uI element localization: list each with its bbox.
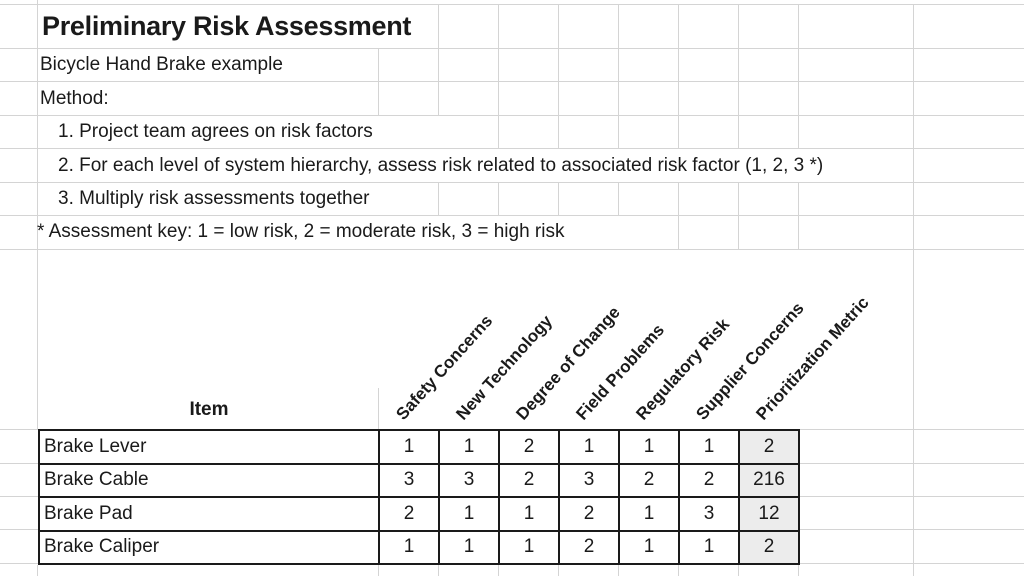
value-cell[interactable]: 3 bbox=[560, 464, 618, 496]
gridline-v bbox=[378, 565, 379, 576]
item-column-header[interactable]: Item bbox=[189, 399, 229, 420]
gridline-h bbox=[0, 115, 1024, 116]
value-cell[interactable]: 1 bbox=[680, 431, 738, 463]
assessment-key: * Assessment key: 1 = low risk, 2 = mode… bbox=[37, 221, 565, 242]
item-cell[interactable]: Brake Lever bbox=[40, 431, 378, 463]
value-cell[interactable]: 3 bbox=[380, 464, 438, 496]
gridline-h bbox=[0, 182, 1024, 183]
gridline-h bbox=[0, 81, 1024, 82]
item-cell[interactable]: Brake Cable bbox=[40, 464, 378, 496]
gridline-h bbox=[0, 215, 1024, 216]
value-cell[interactable]: 1 bbox=[620, 531, 678, 563]
metric-cell[interactable]: 2 bbox=[740, 431, 798, 463]
gridline-v bbox=[678, 182, 679, 249]
value-cell[interactable]: 2 bbox=[380, 498, 438, 530]
value-cell[interactable]: 2 bbox=[560, 498, 618, 530]
value-cell[interactable]: 2 bbox=[560, 531, 618, 563]
gridline-v bbox=[438, 565, 439, 576]
gridline-h bbox=[0, 48, 1024, 49]
gridline-v bbox=[738, 4, 739, 148]
value-cell[interactable]: 2 bbox=[500, 431, 558, 463]
value-cell[interactable]: 1 bbox=[620, 498, 678, 530]
gridline-v bbox=[798, 4, 799, 148]
value-cell[interactable]: 1 bbox=[440, 431, 498, 463]
gridline-v bbox=[618, 565, 619, 576]
gridline-v bbox=[618, 182, 619, 215]
gridline-h bbox=[0, 148, 1024, 149]
value-cell[interactable]: 1 bbox=[380, 431, 438, 463]
value-cell[interactable]: 3 bbox=[440, 464, 498, 496]
value-cell[interactable]: 1 bbox=[440, 498, 498, 530]
gridline-v bbox=[498, 4, 499, 148]
value-cell[interactable]: 2 bbox=[620, 464, 678, 496]
value-cell[interactable]: 1 bbox=[500, 531, 558, 563]
sheet-subtitle: Bicycle Hand Brake example bbox=[40, 54, 283, 75]
gridline-v bbox=[678, 4, 679, 148]
gridline-v bbox=[37, 0, 38, 429]
method-step-3: 3. Multiply risk assessments together bbox=[58, 188, 370, 209]
value-cell[interactable]: 1 bbox=[500, 498, 558, 530]
gridline-h bbox=[0, 249, 1024, 250]
value-cell[interactable]: 2 bbox=[500, 464, 558, 496]
gridline-v bbox=[738, 565, 739, 576]
value-cell[interactable]: 1 bbox=[560, 431, 618, 463]
value-cell[interactable]: 2 bbox=[680, 464, 738, 496]
gridline-v bbox=[913, 4, 914, 576]
value-cell[interactable]: 1 bbox=[380, 531, 438, 563]
method-step-1: 1. Project team agrees on risk factors bbox=[58, 121, 373, 142]
gridline-v bbox=[798, 182, 799, 249]
gridline-v bbox=[498, 565, 499, 576]
gridline-v bbox=[558, 4, 559, 148]
gridline-v bbox=[618, 4, 619, 148]
gridline-h bbox=[0, 4, 1024, 5]
metric-cell[interactable]: 2 bbox=[740, 531, 798, 563]
gridline-v bbox=[37, 565, 38, 576]
gridline-v bbox=[738, 182, 739, 249]
column-header-degree-of-change[interactable]: Degree of Change bbox=[512, 302, 624, 424]
item-cell[interactable]: Brake Caliper bbox=[40, 531, 378, 563]
value-cell[interactable]: 3 bbox=[680, 498, 738, 530]
gridline-v bbox=[438, 4, 439, 115]
gridline-v bbox=[558, 182, 559, 215]
gridline-v bbox=[438, 182, 439, 215]
risk-table: Brake Lever 1 1 2 1 1 1 2 Brake Cable 3 … bbox=[38, 429, 800, 565]
item-cell[interactable]: Brake Pad bbox=[40, 498, 378, 530]
column-header-supplier-concerns[interactable]: Supplier Concerns bbox=[692, 298, 808, 424]
gridline-v bbox=[378, 388, 379, 429]
metric-cell[interactable]: 216 bbox=[740, 464, 798, 496]
gridline-v bbox=[498, 182, 499, 215]
method-step-2: 2. For each level of system hierarchy, a… bbox=[58, 155, 824, 176]
metric-cell[interactable]: 12 bbox=[740, 498, 798, 530]
method-label: Method: bbox=[40, 88, 109, 109]
gridline-v bbox=[678, 565, 679, 576]
value-cell[interactable]: 1 bbox=[440, 531, 498, 563]
gridline-v bbox=[558, 565, 559, 576]
gridline-v bbox=[798, 565, 799, 576]
column-header-prioritization-metric[interactable]: Prioritization Metric bbox=[752, 293, 873, 424]
sheet-title: Preliminary Risk Assessment bbox=[42, 11, 412, 41]
value-cell[interactable]: 1 bbox=[680, 531, 738, 563]
value-cell[interactable]: 1 bbox=[620, 431, 678, 463]
gridline-v bbox=[378, 48, 379, 115]
